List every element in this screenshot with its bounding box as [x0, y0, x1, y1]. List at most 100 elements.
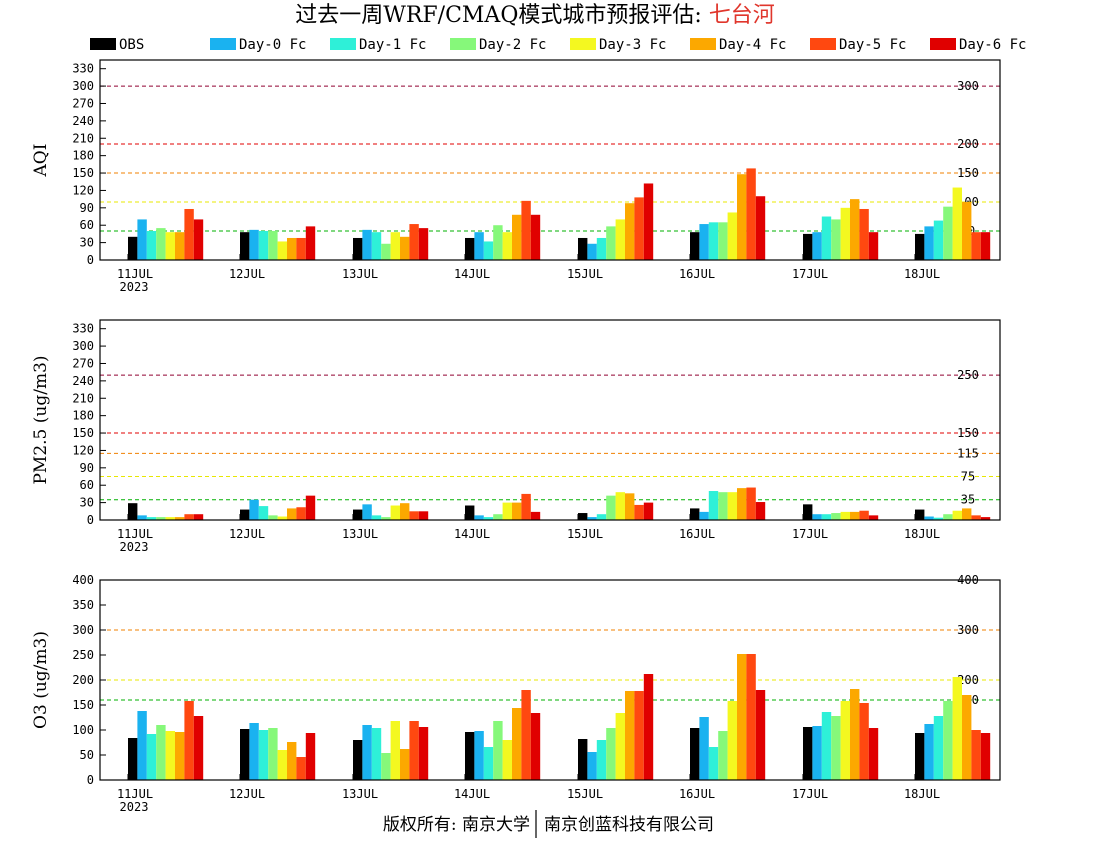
bar-day-4-fc — [175, 517, 185, 520]
y-tick-label: 200 — [72, 673, 94, 687]
bar-day-1-fc — [483, 517, 494, 520]
bar-day-0-fc — [474, 232, 484, 260]
y-tick-label: 120 — [72, 443, 94, 457]
bar-obs — [578, 513, 588, 520]
legend-label-day-2-fc: Day-2 Fc — [479, 37, 546, 53]
y-tick-label: 90 — [80, 461, 94, 475]
threshold-label: 200 — [957, 673, 979, 687]
bar-day-5-fc — [634, 691, 644, 780]
legend-label-day-3-fc: Day-3 Fc — [599, 37, 666, 53]
bar-day-0-fc — [587, 752, 597, 780]
bar-day-5-fc — [409, 224, 419, 260]
bar-day-2-fc — [943, 701, 953, 780]
bar-day-2-fc — [156, 228, 166, 260]
bar-day-0-fc — [924, 724, 934, 780]
bar-day-6-fc — [418, 511, 429, 520]
bar-day-1-fc — [371, 232, 382, 260]
x-tick-label: 18JUL — [904, 267, 940, 281]
bar-day-5-fc — [409, 721, 419, 780]
bar-day-6-fc — [643, 502, 654, 520]
bar-obs — [465, 505, 475, 520]
legend-swatch-day-6-fc — [930, 38, 956, 50]
x-tick-label: 13JUL — [342, 527, 378, 541]
bar-day-6-fc — [418, 228, 429, 260]
bar-day-5-fc — [521, 690, 531, 780]
bar-day-5-fc — [971, 730, 981, 780]
bar-day-5-fc — [634, 197, 644, 260]
bar-obs — [578, 739, 588, 780]
bar-day-4-fc — [287, 742, 297, 780]
bar-day-3-fc — [840, 207, 850, 260]
bar-day-6-fc — [193, 716, 204, 780]
bar-day-1-fc — [258, 231, 269, 260]
bar-day-2-fc — [606, 226, 616, 260]
bar-day-3-fc — [615, 713, 625, 780]
y-tick-label: 300 — [72, 623, 94, 637]
bar-day-0-fc — [587, 243, 597, 260]
bar-day-3-fc — [840, 511, 850, 520]
y-tick-label: 120 — [72, 183, 94, 197]
bar-day-1-fc — [821, 712, 832, 780]
bar-day-1-fc — [933, 220, 944, 260]
bar-obs — [240, 509, 250, 520]
bar-day-4-fc — [512, 708, 522, 780]
y-tick-label: 300 — [72, 79, 94, 93]
bar-day-5-fc — [184, 208, 194, 260]
bar-day-1-fc — [596, 237, 607, 260]
bar-day-2-fc — [268, 231, 278, 260]
chart-title: 过去一周WRF/CMAQ模式城市预报评估: 七台河 — [295, 3, 775, 28]
panel-2: 35 75 115 150 250 0 30 60 90 120 150 180 210 240 270 30… — [31, 319, 1001, 554]
bar-day-3-fc — [165, 731, 175, 780]
bar-day-2-fc — [381, 753, 391, 780]
x-year-label: 2023 — [120, 540, 149, 554]
bar-day-3-fc — [390, 721, 400, 780]
bar-day-4-fc — [175, 232, 185, 260]
bar-day-0-fc — [924, 226, 934, 260]
x-tick-label: 15JUL — [567, 267, 603, 281]
bar-day-4-fc — [400, 749, 410, 780]
y-tick-label: 0 — [87, 253, 94, 267]
bar-day-4-fc — [625, 203, 635, 260]
legend-label-day-5-fc: Day-5 Fc — [839, 37, 906, 53]
bar-day-0-fc — [249, 229, 259, 260]
y-tick-label: 150 — [72, 166, 94, 180]
bar-day-5-fc — [971, 232, 981, 260]
bar-day-5-fc — [746, 168, 756, 260]
bar-day-6-fc — [418, 727, 429, 780]
bar-day-0-fc — [924, 516, 934, 520]
bar-day-3-fc — [165, 517, 175, 520]
bar-obs — [690, 508, 700, 520]
bar-day-4-fc — [512, 214, 522, 260]
bar-day-2-fc — [943, 514, 953, 520]
bar-day-6-fc — [980, 733, 991, 780]
bar-day-6-fc — [643, 674, 654, 780]
legend-label-day-4-fc: Day-4 Fc — [719, 37, 786, 53]
bar-day-4-fc — [962, 695, 972, 780]
bar-day-0-fc — [249, 723, 259, 780]
bar-day-5-fc — [859, 208, 869, 260]
x-tick-label: 11JUL — [117, 787, 153, 801]
bar-day-0-fc — [812, 514, 822, 520]
bar-day-6-fc — [980, 517, 991, 520]
bar-day-5-fc — [634, 504, 644, 520]
y-tick-label: 210 — [72, 131, 94, 145]
legend-label-obs: OBS — [119, 37, 144, 53]
threshold-label: 150 — [957, 426, 979, 440]
bar-day-5-fc — [296, 757, 306, 780]
bar-day-3-fc — [390, 232, 400, 260]
bar-day-2-fc — [493, 514, 503, 520]
bar-day-3-fc — [277, 516, 287, 520]
bar-day-5-fc — [746, 487, 756, 520]
bar-day-1-fc — [821, 216, 832, 260]
bar-day-1-fc — [708, 747, 719, 780]
bar-day-1-fc — [483, 241, 494, 260]
bar-day-4-fc — [175, 732, 185, 780]
x-tick-label: 16JUL — [679, 267, 715, 281]
bar-day-5-fc — [521, 493, 531, 520]
bar-day-2-fc — [831, 716, 841, 780]
footer-company: 南京创蓝科技有限公司 — [544, 815, 714, 835]
bar-day-1-fc — [146, 517, 157, 520]
x-tick-label: 14JUL — [454, 267, 490, 281]
y-tick-label: 150 — [72, 698, 94, 712]
bar-day-0-fc — [812, 726, 822, 780]
